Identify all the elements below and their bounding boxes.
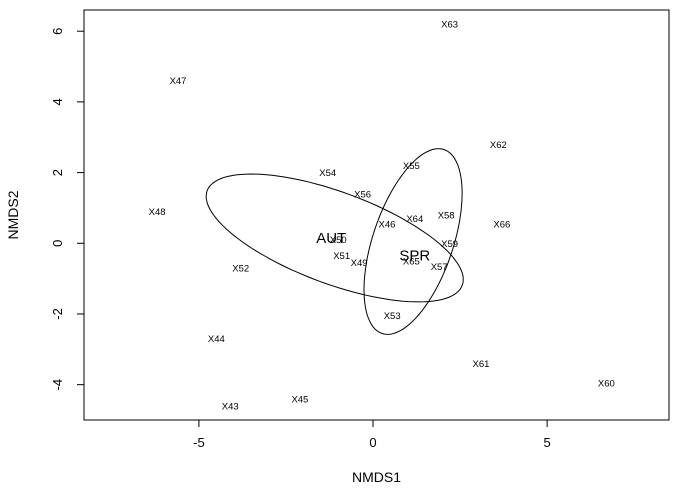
y-tick-label: 0 [50,240,65,247]
point-label: X46 [378,219,395,230]
point-label: X66 [493,219,510,230]
point-label: X59 [441,239,458,250]
y-tick-label: 6 [50,28,65,35]
x-tick-label: -5 [193,435,205,450]
point-label: X43 [222,401,239,412]
point-label: X44 [208,334,225,345]
point-label: X50 [330,235,347,246]
y-axis-title: NMDS2 [5,190,21,239]
ellipse-layer: AUT SPR [205,148,464,335]
point-label: X53 [384,311,401,322]
point-label: X64 [406,214,423,225]
y-tick-label: 4 [50,98,65,105]
axes-layer: -5 0 5 -4 -2 0 2 4 6 [50,9,670,450]
point-label: X48 [149,207,166,218]
point-label: X47 [170,76,187,87]
point-label: X65 [403,256,420,267]
point-label: X45 [291,394,308,405]
point-label: X51 [333,251,350,262]
group-label-aut: AUT [316,230,346,247]
x-tick-label: 5 [544,435,551,450]
ellipse-spr [363,148,463,335]
point-label: X55 [403,161,420,172]
plot-frame [83,9,670,421]
point-label-layer: X63 X47 X62 X55 X54 X56 X48 X58 X64 X46 X66 X50 X59 X… [149,20,615,413]
y-tick-label: 2 [50,169,65,176]
point-label: X54 [319,168,336,179]
point-label: X49 [351,258,368,269]
x-axis-title: NMDS1 [352,469,401,485]
point-label: X57 [431,262,448,273]
point-label: X62 [490,140,507,151]
y-tick-label: -2 [50,308,65,320]
point-label: X60 [598,378,615,389]
ellipse-aut [205,173,464,303]
point-label: X52 [232,264,249,275]
x-tick-label: 0 [369,435,376,450]
point-label: X56 [354,189,371,200]
point-label: X63 [441,20,458,31]
point-label: X61 [473,359,490,370]
group-label-spr: SPR [399,248,430,265]
y-tick-label: -4 [50,379,65,391]
point-label: X58 [438,211,455,222]
